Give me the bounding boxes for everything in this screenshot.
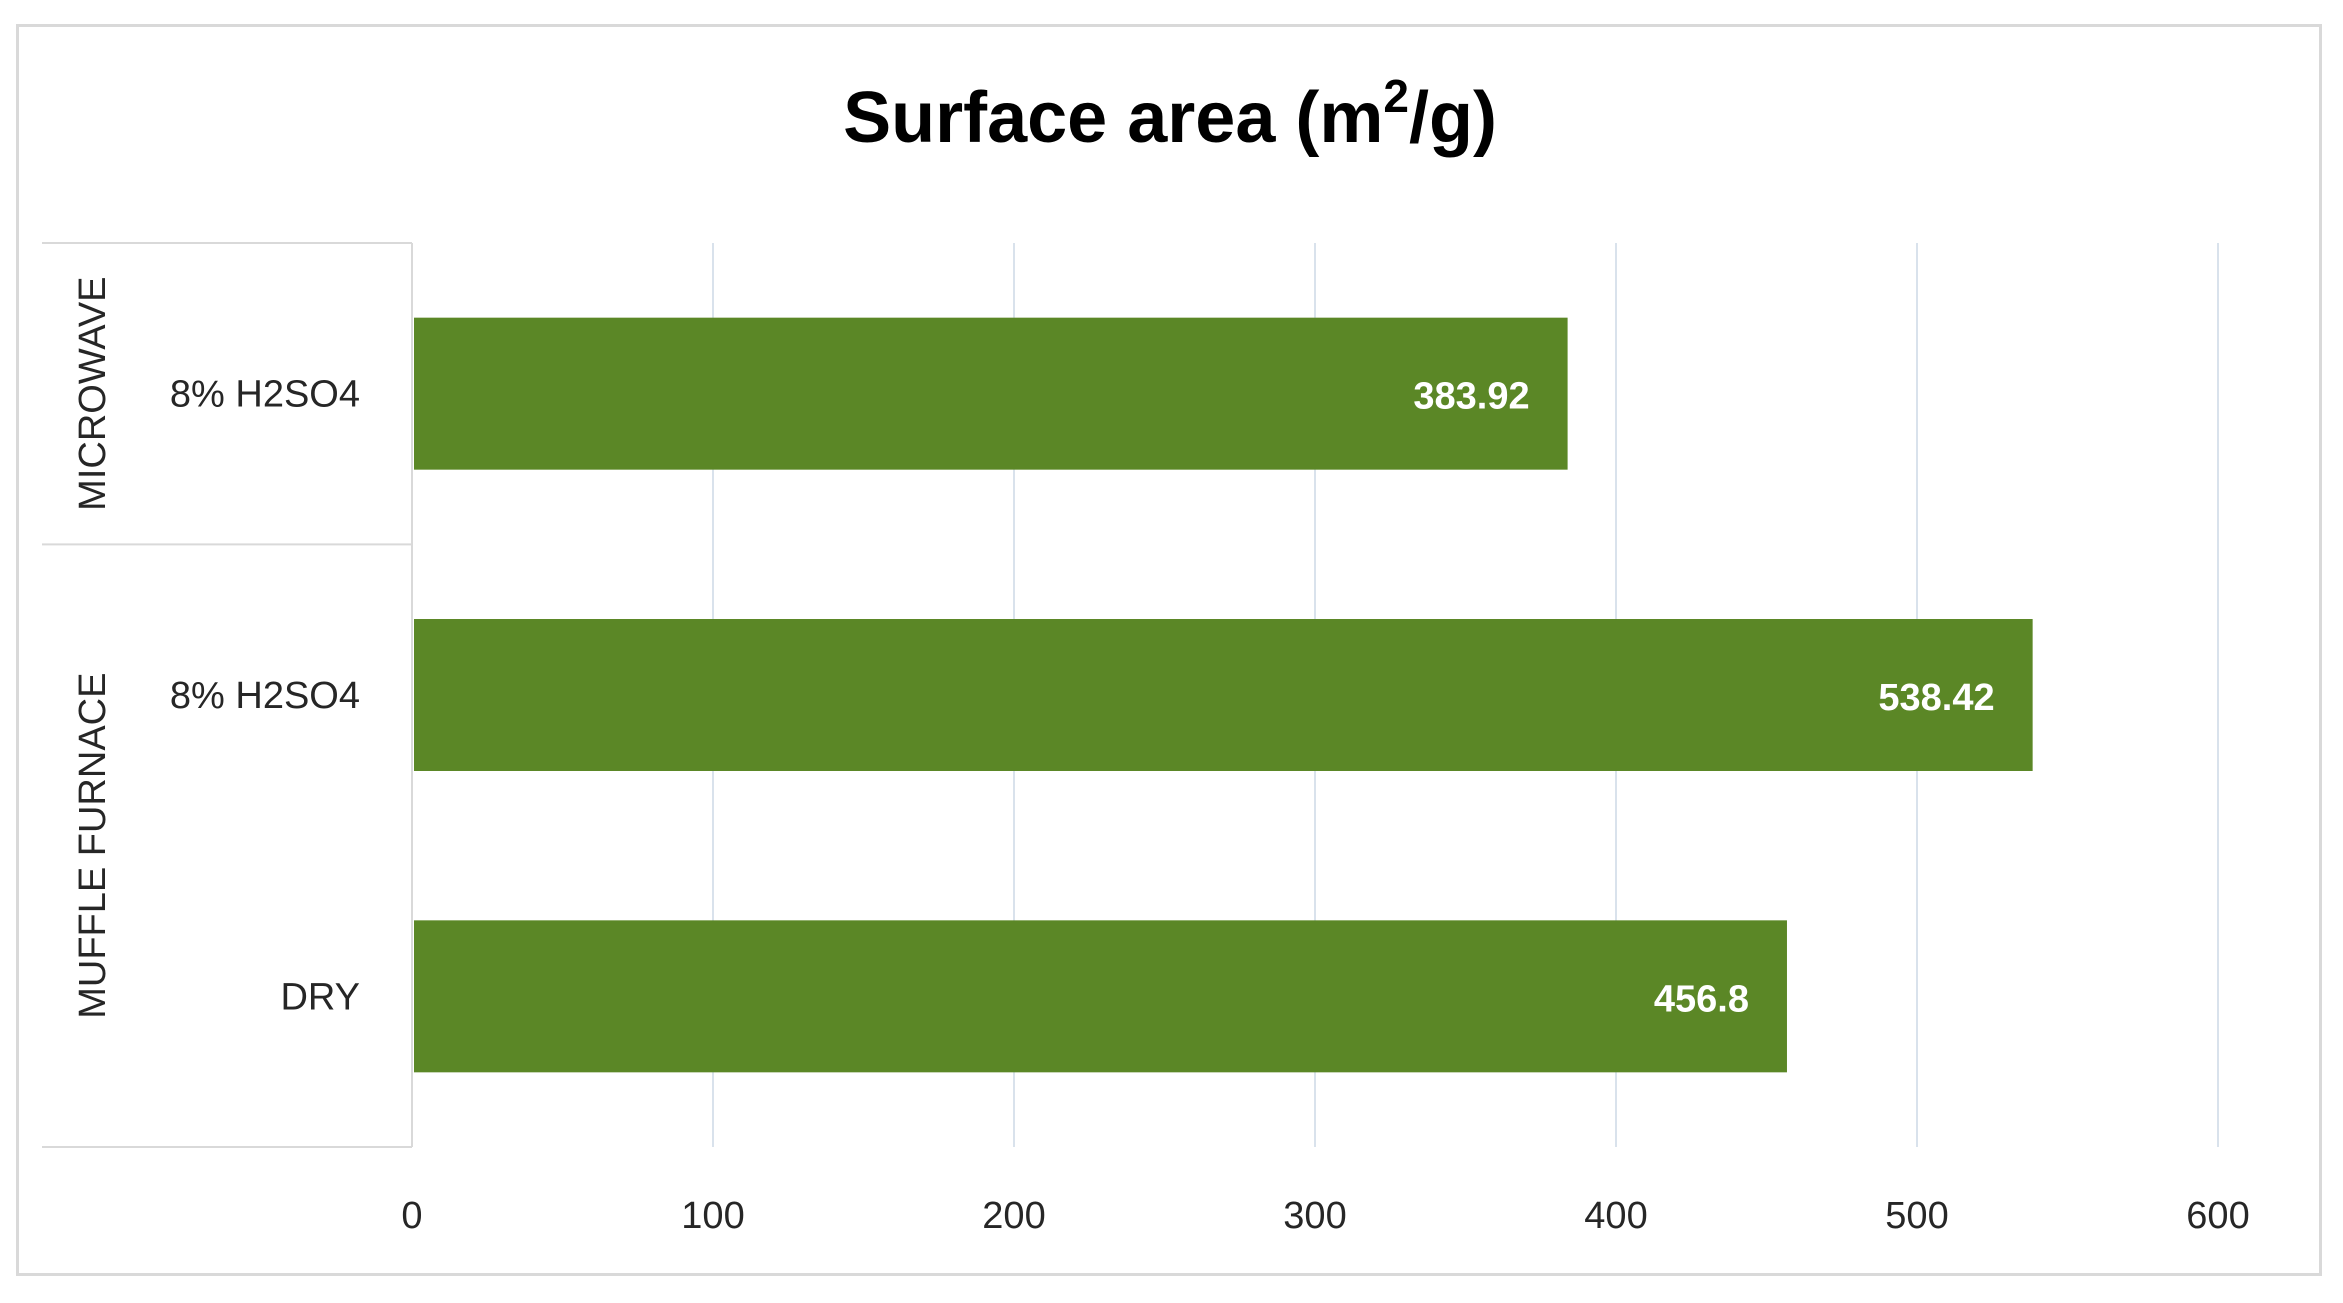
category-axis [42, 242, 413, 1148]
x-tick-label-0: 0 [401, 1195, 422, 1237]
chart-title: Surface area (m2/g) [843, 70, 1497, 158]
x-tick-label-300: 300 [1283, 1195, 1346, 1237]
x-tick-label-200: 200 [982, 1195, 1045, 1237]
category-label-2: 8% H2SO4 [170, 675, 360, 717]
label-layer: 0 100 200 300 400 500 600 MICROWAVE MUFFLE FURNA… [72, 277, 2250, 1237]
x-tick-label-600: 600 [2186, 1195, 2249, 1237]
group-label-muffle-furnace: MUFFLE FURNACE [72, 673, 114, 1019]
category-label-1: 8% H2SO4 [170, 374, 360, 416]
x-tick-label-500: 500 [1885, 1195, 1948, 1237]
chart-title-main: Surface area (m [843, 78, 1383, 158]
category-label-3: DRY [280, 976, 360, 1018]
bar-layer [414, 317, 2033, 1073]
data-label-1: 383.92 [1413, 376, 1529, 418]
bar-2 [414, 619, 2033, 771]
x-tick-label-400: 400 [1584, 1195, 1647, 1237]
chart-title-tail: /g) [1409, 78, 1497, 158]
bar-3 [414, 920, 1787, 1073]
data-label-3: 456.8 [1654, 978, 1749, 1020]
chart-title-sup: 2 [1383, 70, 1409, 122]
group-label-microwave: MICROWAVE [72, 277, 114, 511]
x-tick-label-100: 100 [681, 1195, 744, 1237]
bar-1 [414, 317, 1568, 470]
data-label-2: 538.42 [1878, 677, 1994, 719]
